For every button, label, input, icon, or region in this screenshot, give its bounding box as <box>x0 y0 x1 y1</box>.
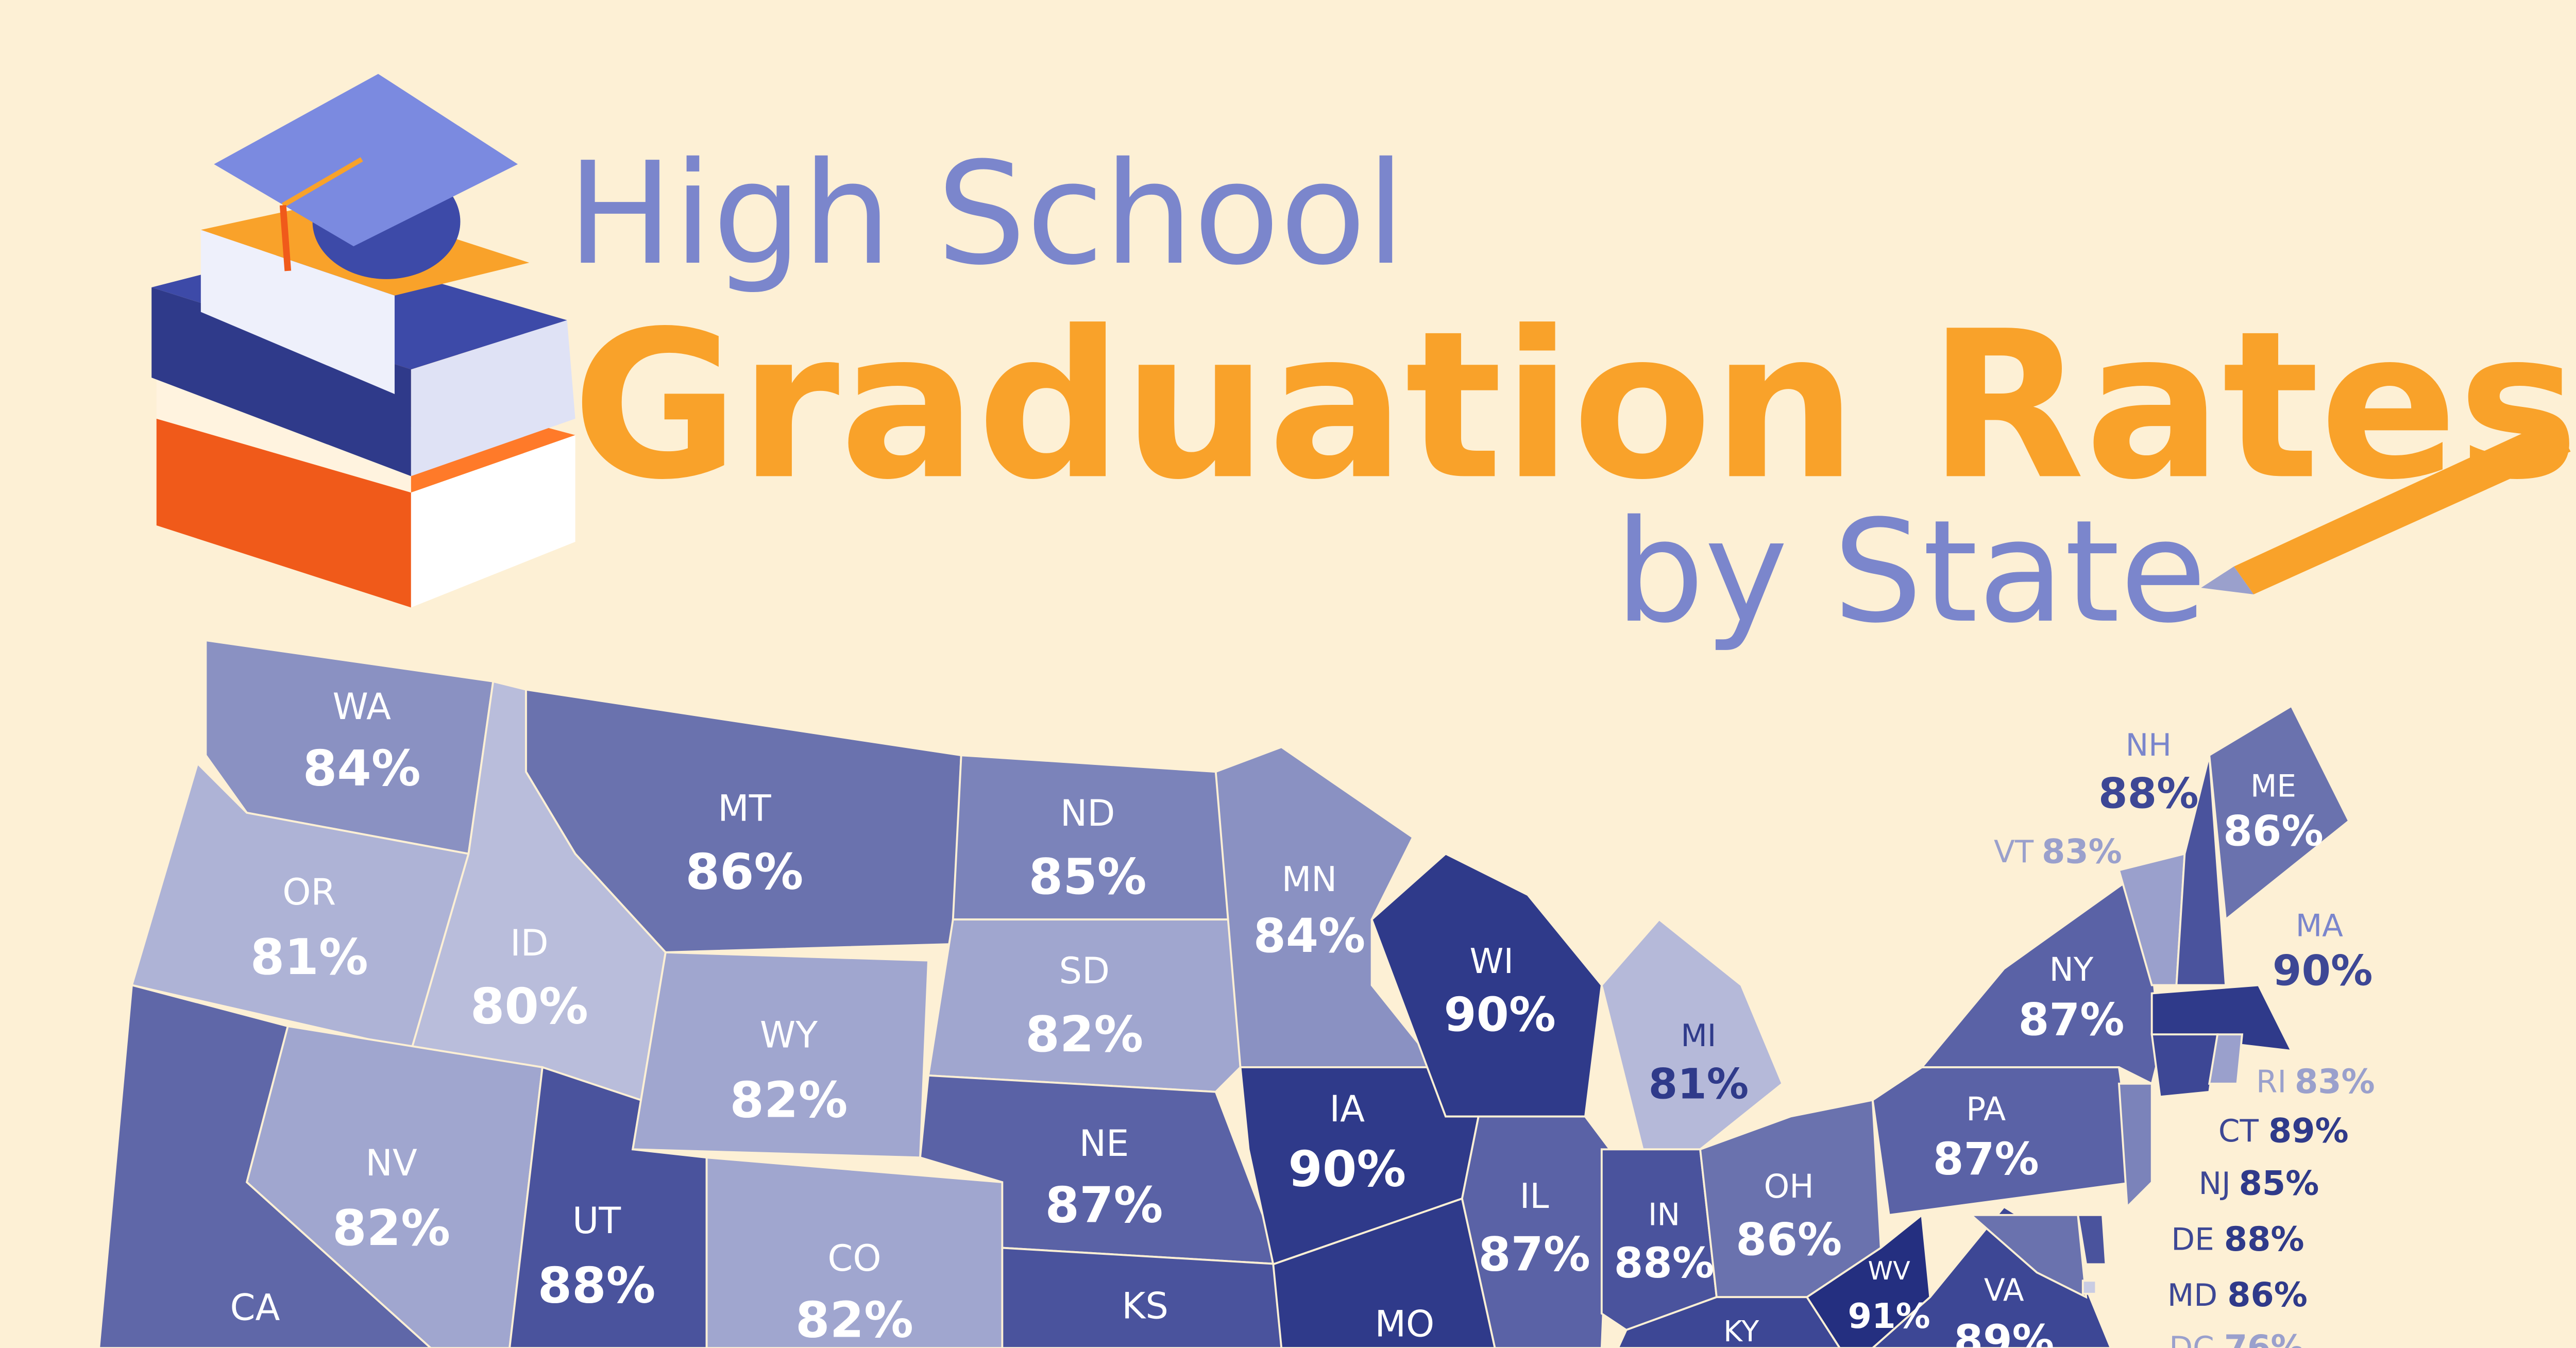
state-code: OH <box>1764 1167 1814 1205</box>
state-code: MA <box>2296 909 2343 944</box>
state-rate: 88% <box>538 1257 656 1315</box>
state-code: NV <box>365 1142 417 1184</box>
state-rate: 87% <box>2018 994 2124 1046</box>
state-code: NJ <box>2199 1166 2231 1202</box>
state-rate: 87% <box>1933 1134 2039 1185</box>
title-line-3: by State <box>1615 490 2207 654</box>
state-code: NY <box>2049 950 2094 988</box>
state-code: RI <box>2256 1064 2286 1100</box>
state-code: MD <box>2167 1278 2217 1313</box>
state-rate: 86% <box>2223 808 2324 856</box>
state-labels: WA 84% OR 81% CA ID 80% NV 82% UT 88% MT 86% WY 82% CO 8… <box>230 686 2375 1348</box>
state-code: MO <box>1375 1303 1434 1345</box>
state-shape <box>2081 1279 2097 1295</box>
state-rate: 81% <box>1649 1061 1749 1109</box>
state-shape <box>2076 1214 2107 1266</box>
state-code: NE <box>1079 1122 1129 1165</box>
state-map <box>98 639 2350 1348</box>
pencil-illustration <box>2201 418 2571 594</box>
state-code: WI <box>1470 941 1514 981</box>
state-rate: 88% <box>2224 1220 2304 1259</box>
state-code: IN <box>1648 1198 1680 1233</box>
state-rate: 86% <box>1736 1214 1842 1266</box>
state-rate: 87% <box>1045 1176 1163 1234</box>
state-rate: 76% <box>2224 1328 2304 1348</box>
state-rate: 84% <box>303 740 421 797</box>
state-shape <box>2117 1082 2153 1209</box>
state-rate: 90% <box>1444 988 1555 1042</box>
state-rate: 88% <box>1614 1239 1715 1288</box>
state-code: WV <box>1868 1256 1911 1286</box>
state-rate: 82% <box>795 1291 913 1348</box>
state-code: ID <box>510 922 549 964</box>
state-code: MT <box>718 788 771 830</box>
state-code: CA <box>230 1287 280 1329</box>
state-rate: 85% <box>1029 848 1147 906</box>
state-code: ME <box>2250 769 2296 805</box>
state-shape <box>2175 755 2227 986</box>
state-code: UT <box>572 1200 621 1242</box>
state-rate: 89% <box>1954 1317 2055 1348</box>
state-shape <box>2208 704 2350 922</box>
state-shape <box>2208 1033 2244 1085</box>
state-rate: 84% <box>1253 909 1365 963</box>
state-code: DE <box>2171 1222 2214 1257</box>
state-rate: 86% <box>2227 1276 2308 1315</box>
state-code: IL <box>1520 1176 1549 1216</box>
state-code: VT <box>1994 834 2034 870</box>
state-code: ND <box>1060 792 1115 834</box>
state-code: WA <box>332 686 391 728</box>
state-code: MN <box>1282 859 1337 899</box>
state-rate: 83% <box>2295 1063 2375 1101</box>
state-shape <box>1968 1214 2088 1299</box>
state-shape <box>1001 1247 1291 1348</box>
state-code: CO <box>827 1237 881 1279</box>
state-rate: 82% <box>730 1071 848 1129</box>
state-code: PA <box>1966 1090 2006 1128</box>
state-rate: 85% <box>2239 1164 2319 1203</box>
state-code: DC <box>2169 1330 2214 1348</box>
state-code: SD <box>1059 950 1110 992</box>
state-rate: 88% <box>2098 770 2199 818</box>
state-rate: 83% <box>2042 833 2122 872</box>
state-shape <box>1272 1197 1496 1348</box>
state-rate: 82% <box>332 1199 450 1257</box>
state-code: KS <box>1122 1285 1168 1327</box>
state-code: NH <box>2126 728 2172 763</box>
state-code: WY <box>760 1014 818 1056</box>
state-shape <box>245 1025 544 1348</box>
state-code: MI <box>1681 1018 1716 1054</box>
state-shape <box>705 1156 1004 1348</box>
state-shape <box>927 918 1242 1093</box>
state-rate: 80% <box>470 978 588 1035</box>
state-code: IA <box>1329 1088 1365 1130</box>
state-code: VA <box>1984 1273 2024 1308</box>
state-rate: 86% <box>685 843 803 900</box>
state-rate: 90% <box>2273 947 2373 996</box>
title-line-2: Graduation Rates <box>572 287 2576 524</box>
state-rate: 89% <box>2268 1112 2349 1150</box>
state-shape <box>2150 1033 2219 1098</box>
state-shape <box>1446 1115 1611 1348</box>
books-illustration <box>151 74 575 608</box>
state-code: OR <box>282 871 336 913</box>
state-rate: 82% <box>1025 1005 1143 1063</box>
state-rate: 81% <box>250 928 368 986</box>
state-rate: 91% <box>1848 1296 1930 1336</box>
state-code: KY <box>1723 1315 1759 1348</box>
state-rate: 87% <box>1478 1228 1590 1282</box>
title-line-1: High School <box>567 132 1405 296</box>
state-rate: 90% <box>1288 1140 1406 1198</box>
state-code: CT <box>2218 1114 2259 1149</box>
